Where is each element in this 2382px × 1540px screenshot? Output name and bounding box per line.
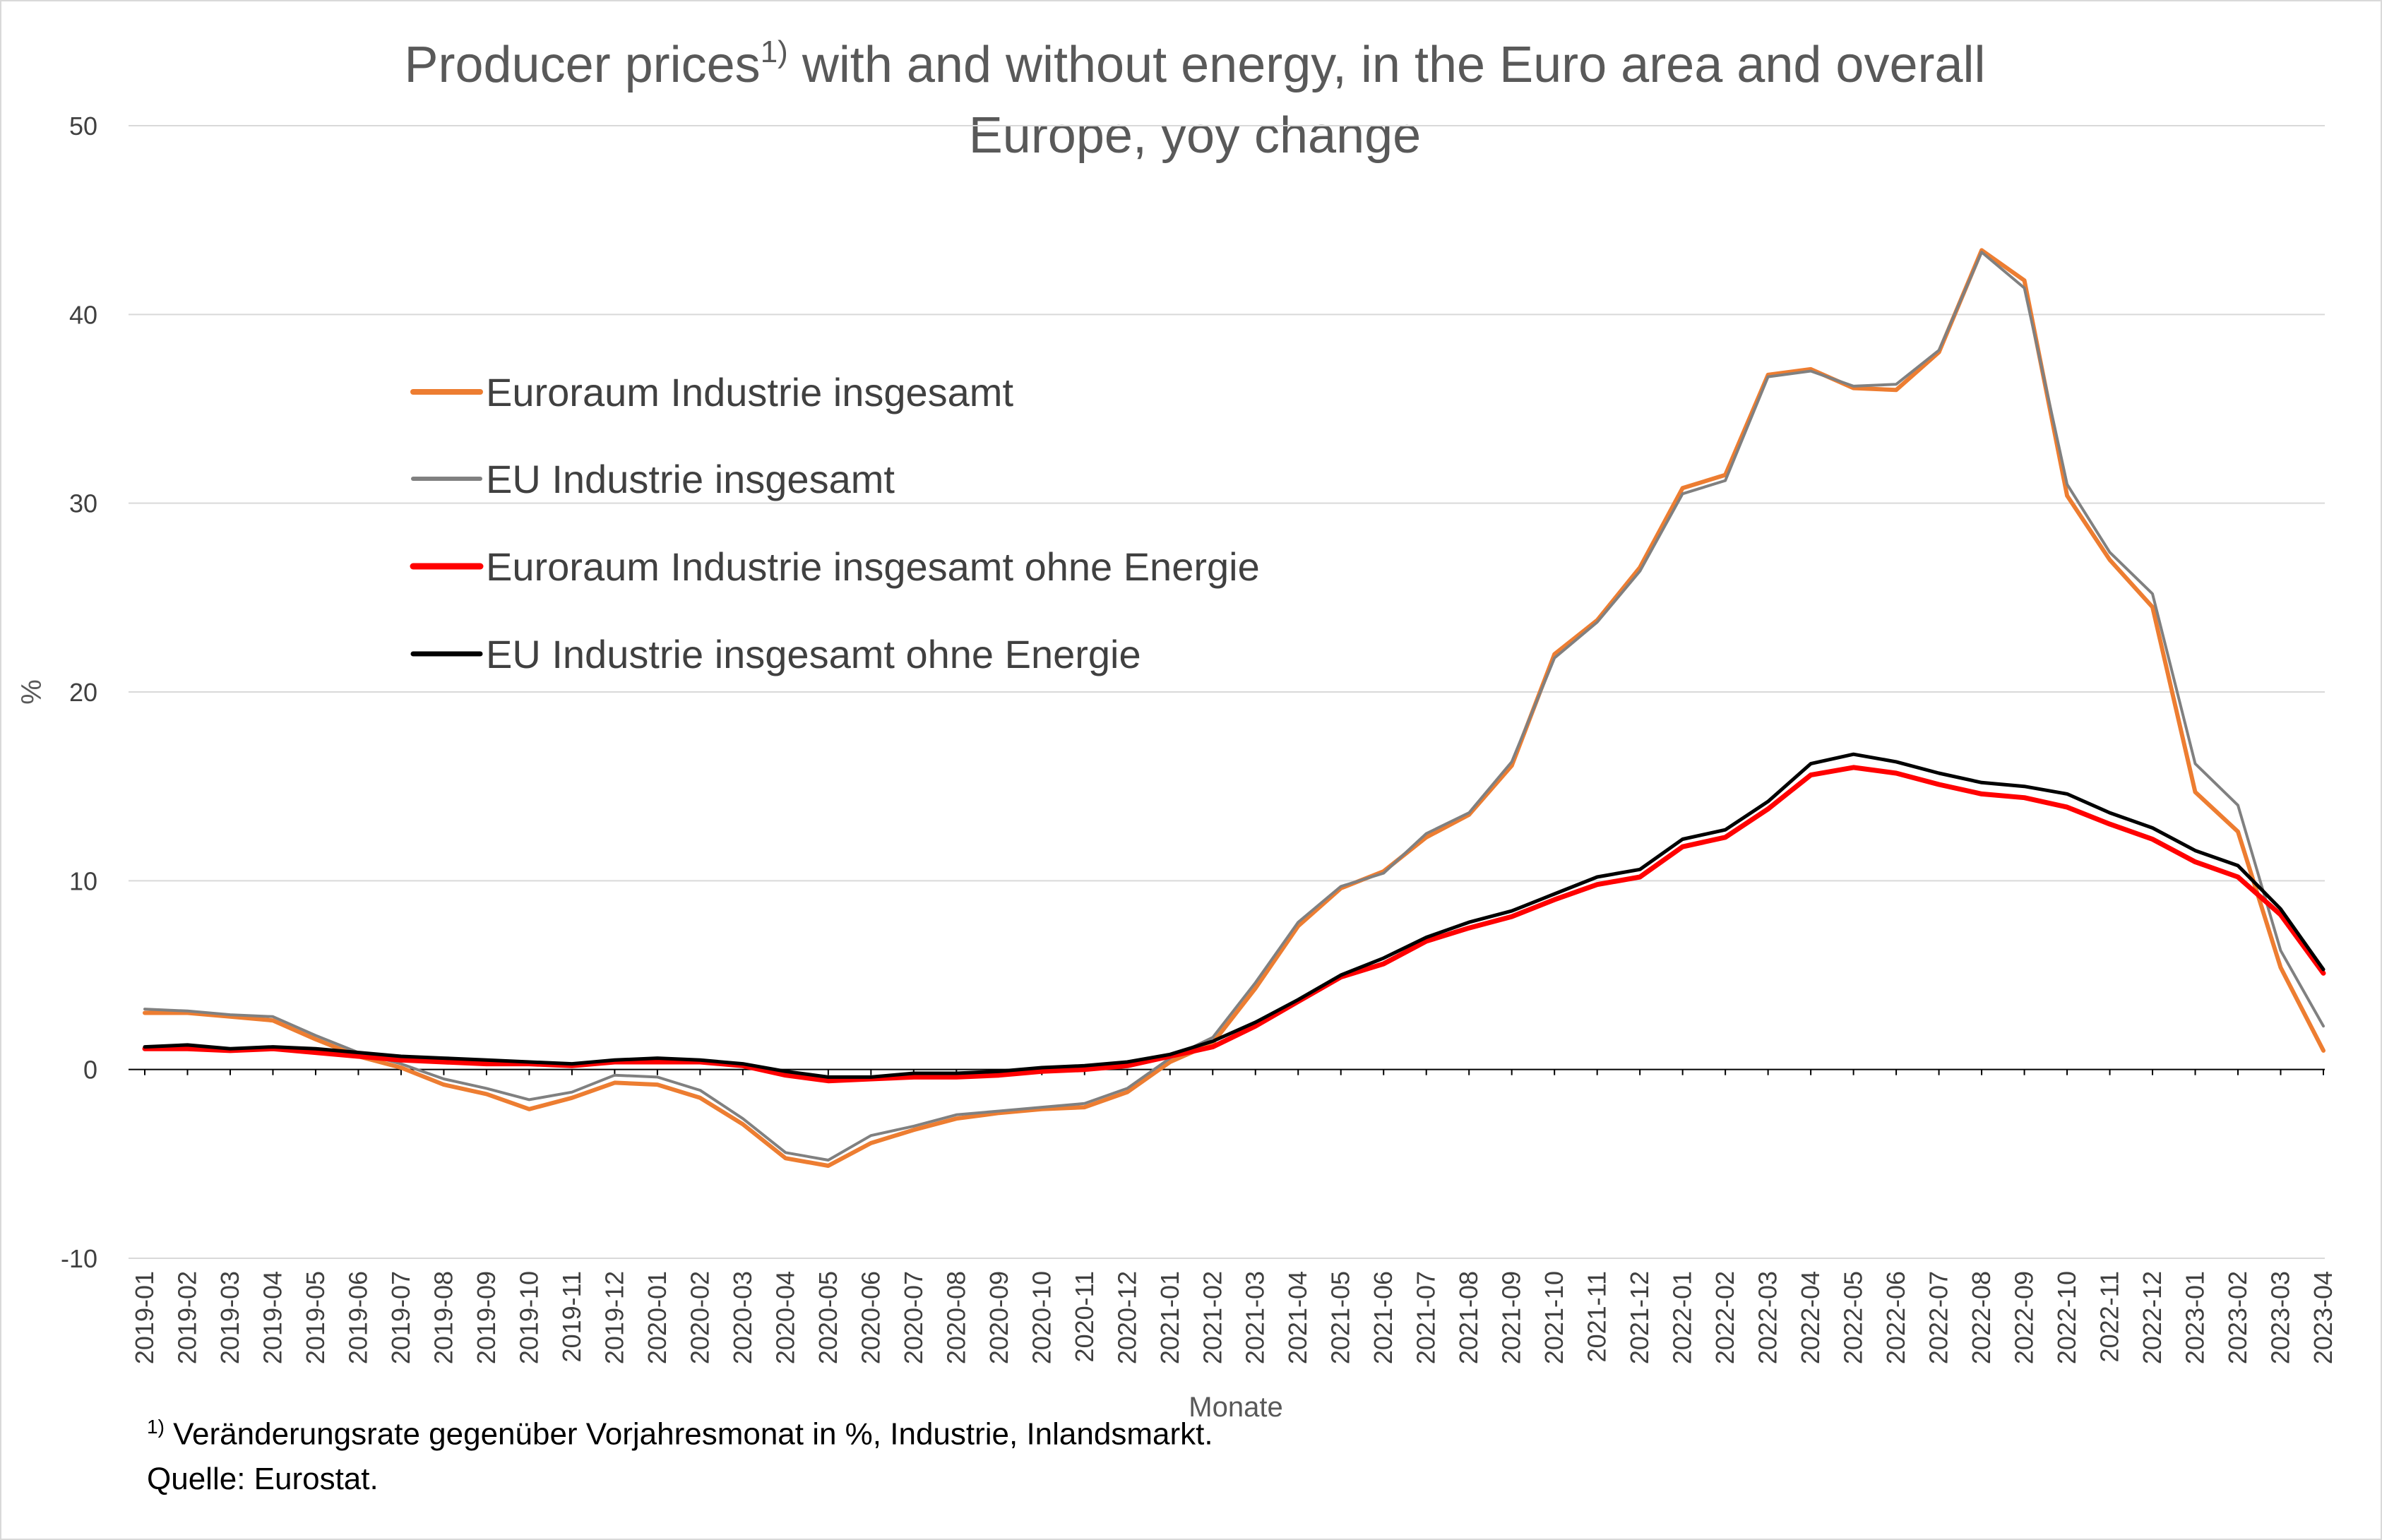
series-group — [142, 248, 2326, 1168]
footnote: 1) Veränderungsrate gegenüber Vorjahresm… — [147, 1416, 1213, 1452]
x-tick-label: 2020-06 — [856, 1271, 885, 1364]
x-tick-label: 2020-03 — [728, 1271, 757, 1364]
x-tick-label: 2021-07 — [1412, 1271, 1441, 1364]
x-tick-label: 2020-08 — [941, 1271, 970, 1364]
series-line-2 — [143, 251, 2325, 1162]
x-tick-label: 2021-09 — [1497, 1271, 1526, 1364]
x-tick-label: 2019-09 — [472, 1271, 501, 1364]
footnote-marker: 1) — [147, 1416, 165, 1438]
y-axis-title: % — [16, 679, 47, 705]
x-tick-label: 2019-12 — [600, 1271, 629, 1364]
x-tick-label: 2022-05 — [1839, 1271, 1868, 1364]
x-tick-label: 2019-06 — [343, 1271, 372, 1364]
y-tick-label: 20 — [69, 678, 97, 707]
x-tick-label: 2022-10 — [2052, 1271, 2081, 1364]
x-tick-label: 2022-03 — [1753, 1271, 1782, 1364]
x-tick-label: 2020-02 — [685, 1271, 714, 1364]
x-tick-label: 2019-03 — [215, 1271, 244, 1364]
series-line-1 — [143, 248, 2326, 1168]
x-tick-label: 2020-04 — [770, 1271, 799, 1364]
series-line-3 — [142, 765, 2326, 1084]
source-note: Quelle: Eurostat. — [147, 1462, 379, 1496]
x-tick-label: 2023-04 — [2309, 1271, 2338, 1364]
legend-label: Euroraum Industrie insgesamt — [486, 370, 1013, 414]
x-tick-label: 2022-09 — [2010, 1271, 2039, 1364]
x-tick-label: 2021-06 — [1369, 1271, 1398, 1364]
x-tick-label: 2019-10 — [514, 1271, 543, 1364]
x-tick-label: 2020-01 — [643, 1271, 672, 1364]
x-tick-label: 2019-07 — [386, 1271, 415, 1364]
chart-title: Producer prices1) with and without energ… — [404, 35, 1985, 93]
x-tick-label: 2021-01 — [1155, 1271, 1184, 1364]
x-tick-label: 2021-02 — [1198, 1271, 1227, 1364]
x-tick-label: 2021-03 — [1241, 1271, 1270, 1364]
y-tick-label: 50 — [69, 112, 97, 141]
grid — [129, 125, 2325, 1259]
x-tick-label: 2023-03 — [2266, 1271, 2295, 1364]
legend: Euroraum Industrie insgesamt EU Industrie… — [410, 370, 1260, 676]
legend-label: Euroraum Industrie insgesamt ohne Energi… — [486, 544, 1260, 589]
chart-title-line2: Europe, yoy change — [969, 107, 1421, 164]
x-tick-label: 2021-12 — [1625, 1271, 1654, 1364]
x-tick-label: 2020-10 — [1027, 1271, 1056, 1364]
legend-label: EU Industrie insgesamt ohne Energie — [486, 632, 1141, 676]
legend-label: EU Industrie insgesamt — [486, 457, 895, 501]
x-tick-label: 2020-09 — [984, 1271, 1013, 1364]
chart-title-superscript: 1) — [761, 35, 788, 69]
x-axis-ticks: 2019-01 2019-02 2019-03 2019-04 2019-05 2019-… — [130, 1069, 2338, 1364]
x-tick-label: 2022-07 — [1924, 1271, 1953, 1364]
x-tick-label: 2022-12 — [2138, 1271, 2167, 1364]
series-line-4 — [143, 752, 2326, 1079]
x-tick-label: 2019-11 — [557, 1271, 586, 1362]
x-tick-label: 2023-01 — [2181, 1271, 2210, 1364]
x-tick-label: 2020-12 — [1112, 1271, 1141, 1364]
x-tick-label: 2022-08 — [1967, 1271, 1996, 1364]
x-tick-label: 2019-05 — [301, 1271, 330, 1364]
x-tick-label: 2020-05 — [814, 1271, 842, 1364]
x-tick-label: 2022-04 — [1796, 1271, 1825, 1364]
x-tick-label: 2020-07 — [899, 1271, 928, 1364]
x-tick-label: 2023-02 — [2223, 1271, 2252, 1364]
x-tick-label: 2021-08 — [1454, 1271, 1483, 1364]
x-tick-label: 2022-06 — [1881, 1271, 1910, 1364]
x-tick-label: 2022-02 — [1710, 1271, 1739, 1364]
x-tick-label: 2019-08 — [429, 1271, 458, 1364]
y-tick-label: -10 — [61, 1244, 97, 1273]
y-tick-label: 0 — [83, 1056, 97, 1085]
footnote-text: Veränderungsrate gegenüber Vorjahresmona… — [164, 1416, 1213, 1452]
x-tick-label: 2019-01 — [130, 1271, 159, 1364]
x-tick-label: 2021-11 — [1583, 1271, 1612, 1362]
y-tick-label: 30 — [69, 489, 97, 518]
y-tick-label: 40 — [69, 300, 97, 329]
x-tick-label: 2022-01 — [1668, 1271, 1697, 1364]
y-axis-ticks: -10 0 10 20 30 40 50 — [61, 112, 97, 1273]
x-tick-label: 2022-11 — [2095, 1271, 2124, 1362]
x-tick-label: 2019-04 — [258, 1271, 287, 1364]
x-tick-label: 2019-02 — [172, 1271, 201, 1364]
x-tick-label: 2021-05 — [1326, 1271, 1355, 1364]
chart-title-rest: with and without energy, in the Euro are… — [788, 37, 1986, 93]
chart-title-main: Producer prices — [404, 37, 760, 93]
y-tick-label: 10 — [69, 866, 97, 895]
x-tick-label: 2021-10 — [1540, 1271, 1568, 1364]
x-axis-title: Monate — [1189, 1392, 1282, 1423]
x-tick-label: 2020-11 — [1070, 1271, 1099, 1362]
x-tick-label: 2021-04 — [1283, 1271, 1312, 1364]
